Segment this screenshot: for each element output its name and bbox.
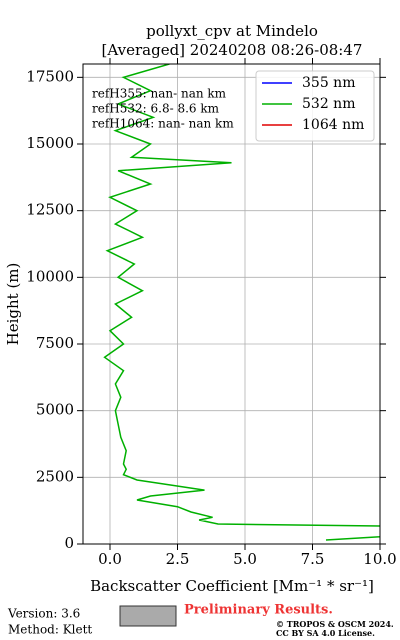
- status: Preliminary Results.: [184, 603, 333, 618]
- y-tick-label: 10000: [26, 267, 74, 285]
- legend-label: 1064 nm: [302, 117, 364, 133]
- profile-line: [103, 64, 380, 541]
- y-tick-label: 0: [64, 534, 74, 552]
- cc-logo: [119, 605, 177, 627]
- annotation: refH532: 6.8- 8.6 km: [92, 102, 220, 116]
- plot-frame: [82, 63, 381, 545]
- chart-title: pollyxt_cpv at Mindelo: [146, 22, 318, 40]
- x-tick-label: 5.0: [233, 550, 257, 568]
- x-tick-label: 0.0: [98, 550, 122, 568]
- y-tick-label: 12500: [26, 201, 74, 219]
- chart-subtitle: [Averaged] 20240208 08:26-08:47: [102, 41, 363, 59]
- y-tick-label: 7500: [36, 334, 74, 352]
- method: Method: Klett: [8, 623, 92, 637]
- y-tick-label: 5000: [36, 401, 74, 419]
- plot-lines: [103, 64, 380, 541]
- x-axis-label: Backscatter Coefficient [Mm⁻¹ * sr⁻¹]: [90, 577, 374, 595]
- annotation: refH1064: nan- nan km: [92, 117, 234, 131]
- license-line: CC BY SA 4.0 License.: [276, 628, 375, 638]
- x-tick-label: 7.5: [301, 550, 325, 568]
- license-line: © TROPOS & OSCM 2024.: [276, 619, 394, 629]
- legend-label: 355 nm: [302, 75, 355, 91]
- x-tick-label: 10.0: [363, 550, 396, 568]
- legend-box: [255, 70, 375, 142]
- annotation: refH355: nan- nan km: [92, 87, 227, 101]
- y-tick-label: 17500: [26, 67, 74, 85]
- y-tick-label: 15000: [26, 134, 74, 152]
- y-tick-label: 2500: [36, 467, 74, 485]
- version: Version: 3.6: [7, 607, 80, 621]
- legend-label: 532 nm: [302, 96, 355, 112]
- x-tick-label: 2.5: [166, 550, 190, 568]
- y-axis-label: Height (m): [4, 263, 22, 346]
